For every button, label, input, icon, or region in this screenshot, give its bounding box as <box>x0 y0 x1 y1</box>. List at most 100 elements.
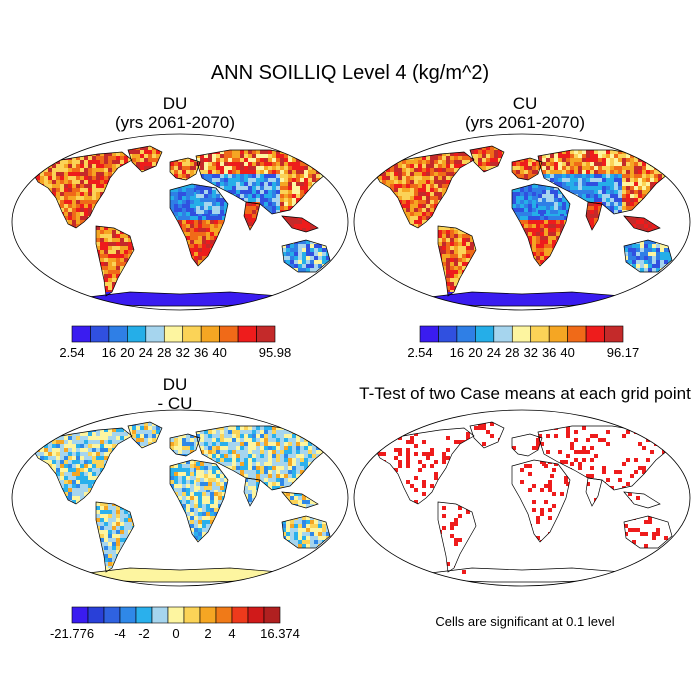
colorbar-swatch <box>200 325 220 343</box>
colorbar-swatch <box>247 606 265 624</box>
colorbar-swatch <box>548 325 568 343</box>
colorbar-swatch <box>199 606 217 624</box>
colorbar-tick-label: -2 <box>138 626 150 641</box>
colorbar-swatch <box>163 325 184 343</box>
panel-cu-title-line2: (yrs 2061-2070) <box>464 113 585 132</box>
map-border <box>353 409 691 587</box>
colorbar-tick-label: 2 <box>204 626 212 641</box>
coastline-samerica <box>95 225 135 297</box>
colorbar-swatch <box>419 325 439 343</box>
coastline-greenland <box>127 421 163 449</box>
coastline-greenland <box>469 145 505 173</box>
colorbar-swatch <box>108 325 128 343</box>
panel-diff-title: DU - CU <box>50 375 300 413</box>
colorbar-diff <box>71 606 281 624</box>
coastline-australia <box>623 239 673 273</box>
map-diff <box>11 409 349 587</box>
coastline-namerica <box>373 427 475 505</box>
coastline-india <box>243 201 261 231</box>
colorbar-swatch <box>103 606 121 624</box>
colorbar-swatch <box>219 325 239 343</box>
coastline-namerica <box>31 427 133 505</box>
colorbar-cu <box>419 325 624 343</box>
colorbar-swatch <box>182 325 202 343</box>
colorbar-tick-label: 16 <box>449 345 465 360</box>
colorbar-tick-label: 20 <box>468 345 483 360</box>
colorbar-swatch <box>493 325 513 343</box>
colorbar-swatch <box>119 606 137 624</box>
coastline-australia <box>281 515 331 549</box>
colorbar-swatch <box>604 325 624 343</box>
coastline-samerica <box>437 501 477 573</box>
panel-diff-title-line2: - CU <box>157 394 193 413</box>
coastline-europe <box>169 157 201 181</box>
colorbar-swatch <box>145 325 165 343</box>
map-border <box>11 133 349 311</box>
coastline-seasia <box>623 215 661 233</box>
panel-du-title: DU (yrs 2061-2070) <box>50 94 300 132</box>
colorbar-swatch <box>183 606 201 624</box>
colorbar-tick-label: 32 <box>523 345 538 360</box>
colorbar-swatch <box>530 325 550 343</box>
colorbar-swatch <box>511 325 532 343</box>
panel-du-title-line1: DU <box>162 94 188 113</box>
colorbar-tick-label: 28 <box>157 345 172 360</box>
coastline-australia <box>623 515 673 549</box>
colorbar-tick-label: 20 <box>120 345 135 360</box>
colorbar-swatch <box>456 325 476 343</box>
coastline-antarctica <box>420 567 623 583</box>
coastline-europe <box>511 157 543 181</box>
colorbar-tick-label: -4 <box>114 626 126 641</box>
map-border <box>353 133 691 311</box>
colorbar-swatch <box>87 606 105 624</box>
colorbar-swatch <box>237 325 257 343</box>
coastline-seasia <box>281 491 319 509</box>
panel-cu-title: CU (yrs 2061-2070) <box>400 94 650 132</box>
coastline-europe <box>169 433 201 457</box>
map-ttest <box>353 409 691 587</box>
coastline-india <box>243 477 261 507</box>
coastline-africa <box>169 459 229 543</box>
coastline-australia <box>281 239 331 273</box>
colorbar-diff-labels: -21.776 -4 -2 0 2 4 16.374 <box>50 626 300 642</box>
coastline-india <box>585 201 603 231</box>
panel-diff-title-line1: DU <box>162 375 188 394</box>
colorbar-tick-label: 36 <box>193 345 209 360</box>
colorbar-swatch <box>231 606 249 624</box>
map-du <box>11 133 349 311</box>
colorbar-tick-label: 16 <box>101 345 117 360</box>
colorbar-swatch <box>475 325 495 343</box>
map-cu <box>353 133 691 311</box>
colorbar-cu-labels: 2.54 16 20 24 28 32 36 40 96.17 <box>407 345 639 361</box>
colorbar-tick-label: 28 <box>505 345 520 360</box>
ttest-footnote: Cells are significant at 0.1 level <box>435 614 615 629</box>
colorbar-du <box>71 325 276 343</box>
colorbar-swatch <box>215 606 233 624</box>
coastline-namerica <box>373 151 475 229</box>
colorbar-swatch <box>135 606 153 624</box>
coastline-greenland <box>127 145 163 173</box>
panel-ttest-title: T-Test of two Case means at each grid po… <box>359 384 691 403</box>
colorbar-tick-label: 95.98 <box>258 345 292 360</box>
colorbar-swatch <box>567 325 587 343</box>
colorbar-swatch <box>167 606 185 624</box>
colorbar-tick-label: 0 <box>172 626 180 641</box>
coastline-europe <box>511 433 543 457</box>
coastline-seasia <box>281 215 319 233</box>
coastline-africa <box>511 459 571 543</box>
coastline-africa <box>511 183 571 267</box>
colorbar-tick-label: 4 <box>228 626 236 641</box>
colorbar-swatch <box>151 606 169 624</box>
colorbar-swatch <box>585 325 605 343</box>
colorbar-tick-label: 24 <box>486 345 502 360</box>
colorbar-tick-label: 32 <box>175 345 190 360</box>
colorbar-swatch <box>438 325 458 343</box>
colorbar-tick-label: 2.54 <box>59 345 85 360</box>
figure-title: ANN SOILLIQ Level 4 (kg/m^2) <box>210 62 490 84</box>
colorbar-tick-label: 2.54 <box>407 345 433 360</box>
coastline-samerica <box>437 225 477 297</box>
panel-du-title-line2: (yrs 2061-2070) <box>114 113 235 132</box>
colorbar-swatch <box>71 606 89 624</box>
coastline-greenland <box>469 421 505 449</box>
colorbar-swatch <box>263 606 281 624</box>
